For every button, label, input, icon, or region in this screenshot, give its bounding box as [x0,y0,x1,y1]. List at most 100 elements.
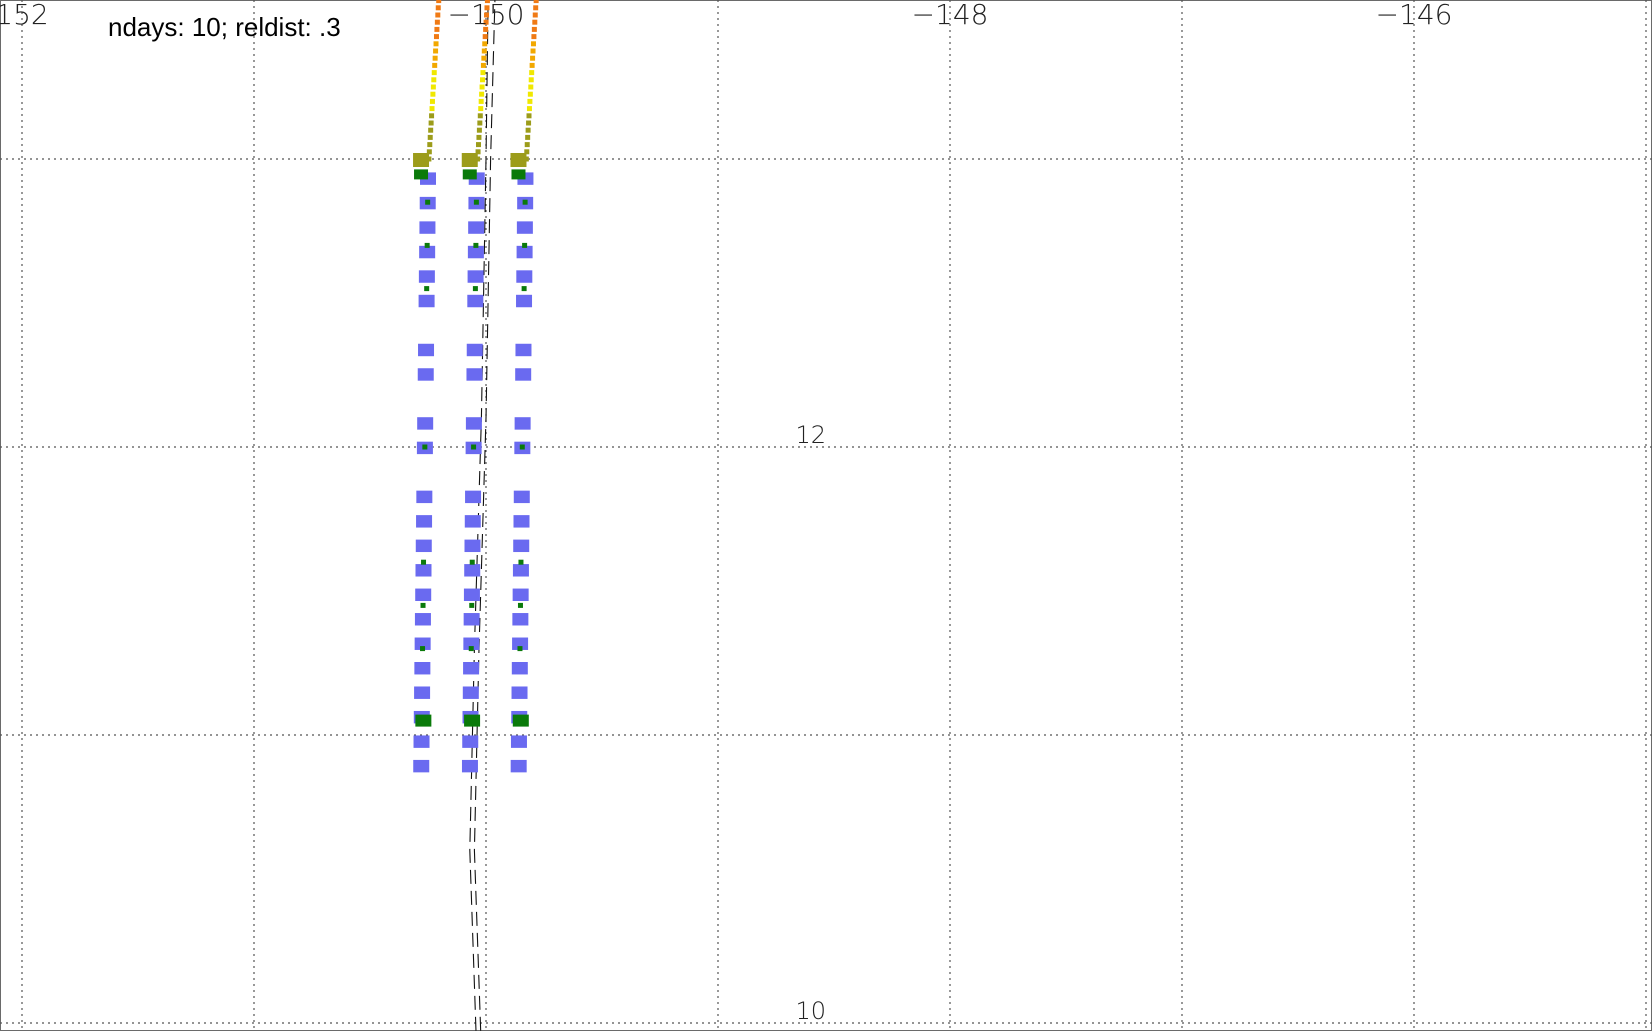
chart-title: ndays: 10; reldist: .3 [108,12,341,42]
blue-marker [463,637,480,650]
blue-marker [516,294,533,308]
blue-marker [463,588,480,602]
blue-marker [510,759,527,773]
blue-marker [415,564,432,577]
blue-marker [417,368,434,381]
blue-marker [416,515,433,528]
blue-marker [466,343,483,357]
blue-marker [414,637,431,650]
blue-marker [414,662,431,675]
color-marker [484,12,490,18]
color-marker [533,5,539,11]
blue-marker [464,515,481,528]
color-marker [481,55,487,61]
green-marker [415,714,432,727]
color-marker [526,120,532,126]
blue-marker [416,490,433,504]
blue-marker [512,613,529,626]
color-marker [476,134,482,140]
track-line [469,0,489,1031]
color-marker [480,62,486,68]
blue-marker [512,564,529,577]
green-marker [518,559,524,565]
color-columns [413,0,539,180]
blue-marker [512,588,529,602]
color-marker [481,48,487,54]
blue-marker [513,515,530,528]
green-marker [462,169,477,180]
blue-marker [466,368,483,381]
blue-marker [464,564,481,577]
color-marker [479,91,485,97]
color-marker [431,77,437,83]
olive-marker [461,153,478,167]
tick-labels: 152−150−148−14616141210 [0,0,1452,1025]
blue-marker [467,270,484,283]
green-marker [414,169,429,180]
green-marker [473,242,479,248]
color-marker [430,84,436,90]
color-marker [429,98,435,104]
color-marker [476,127,482,133]
color-marker [475,149,481,155]
blue-marker [510,735,527,748]
color-marker [526,113,532,119]
color-marker [431,70,437,76]
green-marker [522,199,528,205]
x-tick-label: −146 [1376,0,1453,31]
color-marker [532,19,538,25]
color-marker [525,134,531,140]
color-marker [484,5,490,11]
color-marker [483,19,489,25]
blue-marker [516,221,533,234]
color-marker [477,113,483,119]
blue-marker [514,417,531,430]
color-marker [428,120,434,126]
color-marker [433,41,439,47]
green-marker [519,444,525,450]
green-marker [421,559,427,565]
blue-marker [463,662,480,675]
blue-marker [465,417,482,430]
color-marker [430,91,436,97]
color-marker [482,41,488,47]
blue-marker [461,759,478,773]
color-marker [529,62,535,68]
blue-marker [467,294,484,308]
blue-marker [513,539,530,553]
green-marker [522,242,528,248]
track-lines [469,0,496,1031]
color-marker [479,84,485,90]
x-tick-label: −148 [912,0,989,31]
blue-marker [418,270,435,283]
blue-marker [515,343,532,357]
color-marker [526,106,532,112]
blue-marker [462,735,479,748]
color-marker [428,127,434,133]
x-tick-label: −150 [448,0,525,31]
green-marker [473,199,479,205]
green-marker [517,646,523,652]
color-marker [531,26,537,32]
green-marker [420,602,426,608]
green-marker [422,444,428,450]
blue-marker [418,343,435,357]
color-marker [528,84,534,90]
green-marker [468,646,474,652]
color-marker [530,48,536,54]
color-marker [433,34,439,40]
green-markers [415,199,529,727]
blue-marker [467,245,484,259]
green-marker [469,559,475,565]
blue-marker [468,221,485,234]
color-marker [524,142,530,148]
blue-marker [511,686,528,699]
color-marker [429,113,435,119]
color-marker [527,98,533,104]
blue-marker [415,539,432,553]
color-marker [480,77,486,83]
color-marker [532,12,538,18]
